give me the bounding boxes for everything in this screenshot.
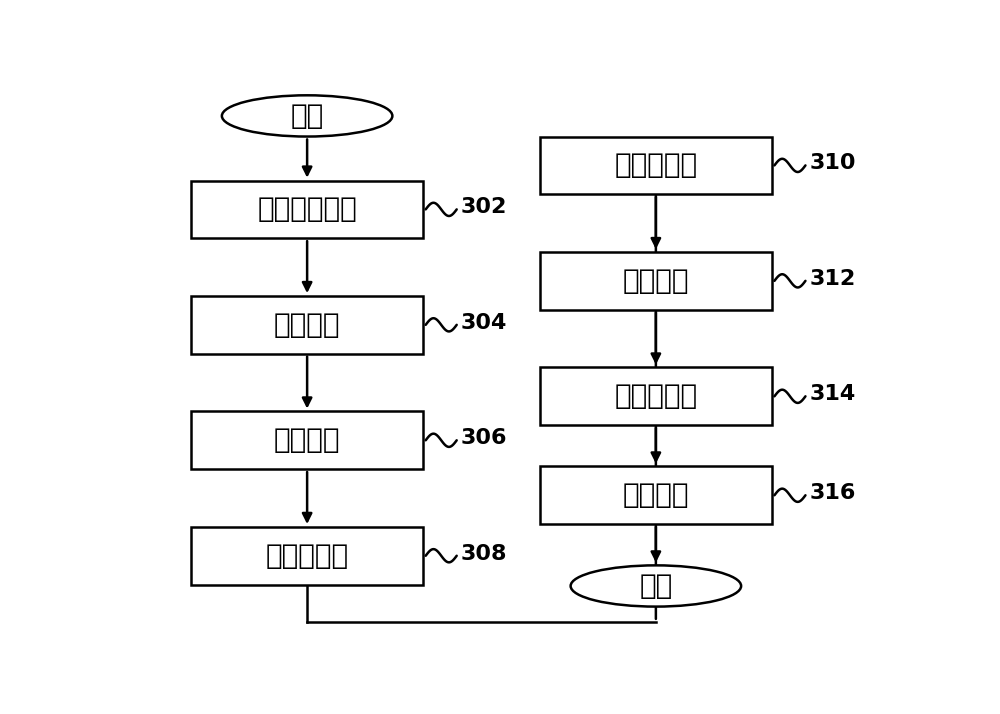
FancyBboxPatch shape	[191, 411, 423, 469]
FancyBboxPatch shape	[540, 368, 772, 425]
Text: 312: 312	[809, 269, 856, 289]
Text: 三维显示: 三维显示	[623, 481, 689, 509]
Text: 304: 304	[461, 313, 507, 333]
Ellipse shape	[571, 565, 741, 607]
FancyBboxPatch shape	[540, 252, 772, 310]
Text: 面模型简化: 面模型简化	[614, 151, 697, 179]
FancyBboxPatch shape	[540, 136, 772, 194]
Text: 314: 314	[809, 384, 856, 404]
Text: 308: 308	[461, 544, 507, 564]
Text: 开始: 开始	[290, 102, 324, 130]
Text: 306: 306	[461, 428, 507, 448]
FancyBboxPatch shape	[191, 296, 423, 353]
Text: 提取等値面: 提取等値面	[266, 542, 349, 570]
Text: 读取图像: 读取图像	[274, 426, 340, 454]
Text: 302: 302	[461, 197, 507, 217]
Ellipse shape	[222, 95, 392, 136]
Text: 插値处理: 插値处理	[274, 311, 340, 339]
Text: 310: 310	[809, 154, 856, 174]
FancyBboxPatch shape	[191, 181, 423, 238]
FancyBboxPatch shape	[540, 466, 772, 524]
Text: 等値面拼接: 等値面拼接	[614, 382, 697, 411]
Text: 316: 316	[809, 483, 856, 503]
FancyBboxPatch shape	[191, 527, 423, 585]
Text: 平滑处理: 平滑处理	[623, 267, 689, 295]
Text: 提取血管序列: 提取血管序列	[257, 196, 357, 223]
Text: 结束: 结束	[639, 572, 672, 600]
